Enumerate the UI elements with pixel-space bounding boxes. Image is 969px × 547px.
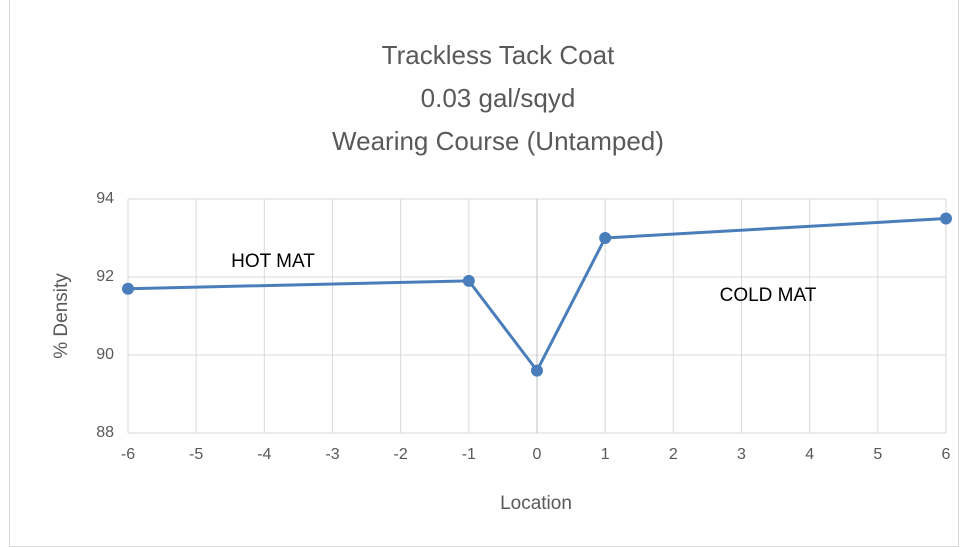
chart-title: 0.03 gal/sqyd	[421, 83, 576, 113]
data-point	[599, 232, 612, 244]
x-tick-label: -5	[189, 446, 203, 463]
x-tick-label: 2	[669, 446, 678, 463]
annotation: COLD MAT	[720, 285, 817, 306]
x-tick-label: -6	[121, 446, 135, 463]
y-axis-label: % Density	[51, 273, 72, 359]
x-tick-label: -1	[462, 446, 476, 463]
data-point	[531, 364, 543, 377]
x-tick-label: 1	[601, 446, 610, 463]
annotation: HOT MAT	[231, 251, 315, 272]
chart-border	[9, 0, 959, 547]
data-point	[940, 212, 952, 225]
x-axis-label: Location	[500, 493, 572, 514]
y-tick-label: 92	[96, 268, 114, 285]
x-tick-label: 6	[942, 446, 951, 463]
y-tick-label: 88	[96, 424, 114, 441]
x-tick-label: -3	[325, 446, 339, 463]
chart-title: Wearing Course (Untamped)	[332, 126, 664, 156]
chart-title: Trackless Tack Coat	[382, 40, 615, 70]
x-tick-label: -2	[394, 446, 408, 463]
x-tick-label: 5	[873, 446, 882, 463]
y-tick-label: 94	[96, 190, 114, 207]
x-tick-label: 4	[805, 446, 814, 463]
x-tick-label: -4	[257, 446, 271, 463]
y-tick-label: 90	[96, 346, 114, 363]
x-tick-label: 3	[737, 446, 746, 463]
x-tick-label: 0	[533, 446, 542, 463]
data-point	[462, 274, 475, 287]
data-point	[122, 282, 134, 295]
